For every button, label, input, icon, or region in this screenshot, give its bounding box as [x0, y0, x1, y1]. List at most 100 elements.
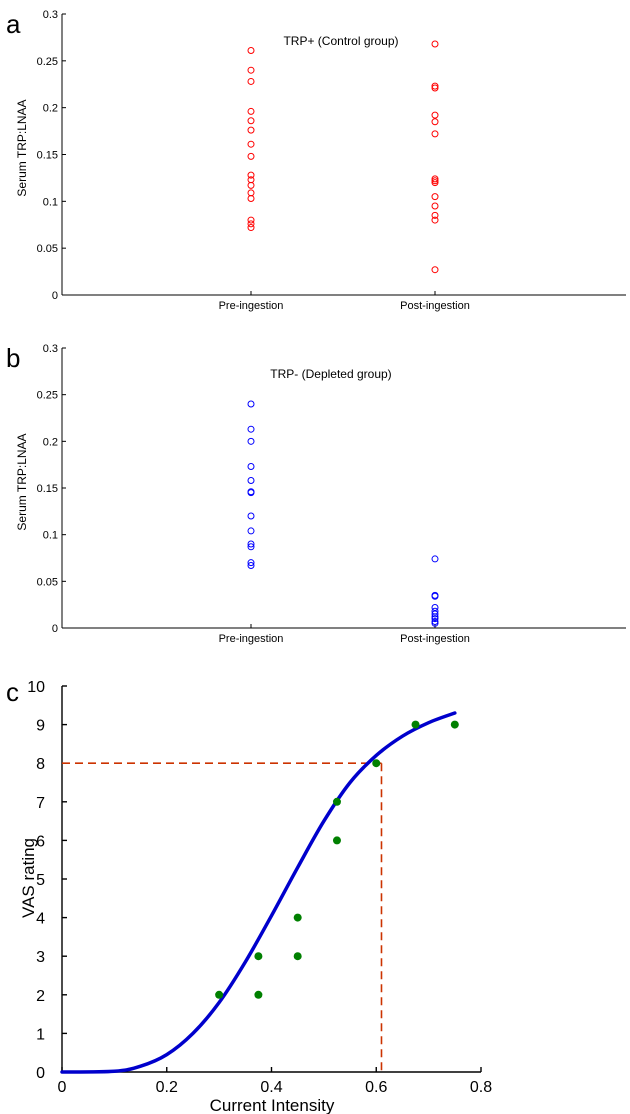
data-point	[431, 613, 439, 621]
data-point	[247, 181, 255, 189]
data-point	[431, 177, 439, 185]
data-point	[254, 952, 263, 961]
data-point	[247, 117, 255, 125]
chart-c-fit-curve	[60, 711, 457, 1074]
data-point	[247, 189, 255, 197]
data-point	[247, 559, 255, 567]
chart-c-reference-lines	[62, 762, 383, 1072]
data-point	[247, 107, 255, 115]
data-point	[247, 66, 255, 74]
y-tick-label: 0.15	[37, 150, 58, 162]
chart-panel-b: 0 0.05 0.1 0.15 0.2 0.25 0.3 Pre-ingestion Post…	[15, 343, 626, 645]
y-tick-label: 6	[36, 833, 45, 850]
data-point	[293, 913, 302, 922]
chart-b-x-ticks: Pre-ingestion Post-ingestion	[219, 624, 470, 645]
chart-b-y-ticks: 0 0.05 0.1 0.15 0.2 0.25 0.3	[37, 343, 66, 635]
data-point	[247, 561, 255, 569]
data-point	[247, 489, 255, 497]
data-point	[431, 84, 439, 92]
data-point	[254, 990, 263, 999]
x-tick-label: 0.6	[365, 1079, 387, 1096]
x-tick-label: Post-ingestion	[400, 633, 470, 645]
data-point	[247, 220, 255, 228]
panel-letter-a: a	[6, 9, 21, 39]
data-point	[247, 477, 255, 485]
data-point	[431, 82, 439, 90]
panel-letter-b: b	[6, 343, 20, 373]
chart-b-axes	[61, 348, 626, 629]
data-point	[247, 425, 255, 433]
data-point	[247, 463, 255, 471]
data-point	[431, 615, 439, 623]
data-point	[247, 216, 255, 224]
data-point	[431, 619, 439, 627]
chart-c-axes	[61, 686, 481, 1073]
data-point	[450, 720, 459, 729]
data-point	[247, 437, 255, 445]
chart-c-x-ticks: 0 0.2 0.4 0.6 0.8	[58, 1067, 492, 1096]
chart-b-y-axis-label: Serum TRP:LNAA	[15, 433, 29, 530]
data-point	[215, 990, 224, 999]
x-tick-label: Pre-ingestion	[219, 300, 284, 312]
chart-a-points	[247, 40, 439, 274]
data-point	[247, 77, 255, 85]
chart-b-title: TRP- (Depleted group)	[270, 367, 391, 381]
data-point	[247, 543, 255, 551]
data-point	[247, 152, 255, 160]
chart-a-axes	[61, 14, 626, 296]
data-point	[431, 555, 439, 563]
data-point	[332, 797, 341, 806]
data-point	[431, 216, 439, 224]
data-point	[431, 118, 439, 126]
data-point	[247, 512, 255, 520]
data-point	[247, 195, 255, 203]
data-point	[247, 47, 255, 55]
data-point	[431, 193, 439, 201]
x-tick-label: 0	[58, 1079, 67, 1096]
y-tick-label: 0	[36, 1065, 45, 1082]
chart-panel-c: 0 1 2 3 4 5 6 7 8 9 10 0 0.2 0.4 0.6 0.8 Current Inten…	[19, 679, 492, 1114]
fit-curve-line	[60, 711, 457, 1074]
data-point	[431, 40, 439, 48]
y-tick-label: 0.2	[43, 103, 58, 115]
data-point	[431, 603, 439, 611]
data-point	[247, 527, 255, 535]
chart-a-y-ticks: 0 0.05 0.1 0.15 0.2 0.25 0.3	[37, 9, 66, 302]
y-tick-label: 4	[36, 911, 45, 928]
y-tick-label: 0.25	[37, 390, 58, 402]
y-tick-label: 0.3	[43, 9, 58, 21]
y-tick-label: 0	[52, 623, 58, 635]
y-tick-label: 10	[27, 679, 45, 696]
y-tick-label: 0.1	[43, 530, 58, 542]
data-point	[431, 610, 439, 618]
data-point	[431, 130, 439, 138]
y-tick-label: 8	[36, 756, 45, 773]
data-point	[431, 592, 439, 600]
chart-panel-a: 0 0.05 0.1 0.15 0.2 0.25 0.3 Pre-ingestion Post…	[15, 9, 626, 312]
data-point	[247, 140, 255, 148]
y-tick-label: 1	[36, 1026, 45, 1043]
data-point	[332, 836, 341, 845]
data-point	[247, 224, 255, 232]
y-tick-label: 0.3	[43, 343, 58, 355]
x-tick-label: 0.4	[260, 1079, 282, 1096]
data-point	[247, 171, 255, 179]
data-point	[431, 202, 439, 210]
chart-b-points	[247, 400, 439, 627]
chart-a-y-axis-label: Serum TRP:LNAA	[15, 99, 29, 196]
y-tick-label: 0.2	[43, 436, 58, 448]
chart-a-title: TRP+ (Control group)	[283, 34, 398, 48]
y-tick-label: 9	[36, 718, 45, 735]
y-tick-label: 3	[36, 949, 45, 966]
data-point	[247, 400, 255, 408]
y-tick-label: 2	[36, 988, 45, 1005]
x-tick-label: Post-ingestion	[400, 300, 470, 312]
data-point	[431, 266, 439, 274]
data-point	[372, 759, 381, 768]
data-point	[293, 952, 302, 961]
data-point	[411, 720, 420, 729]
chart-c-x-axis-label: Current Intensity	[210, 1096, 335, 1114]
panel-letter-c: c	[6, 677, 19, 707]
y-tick-label: 7	[36, 795, 45, 812]
